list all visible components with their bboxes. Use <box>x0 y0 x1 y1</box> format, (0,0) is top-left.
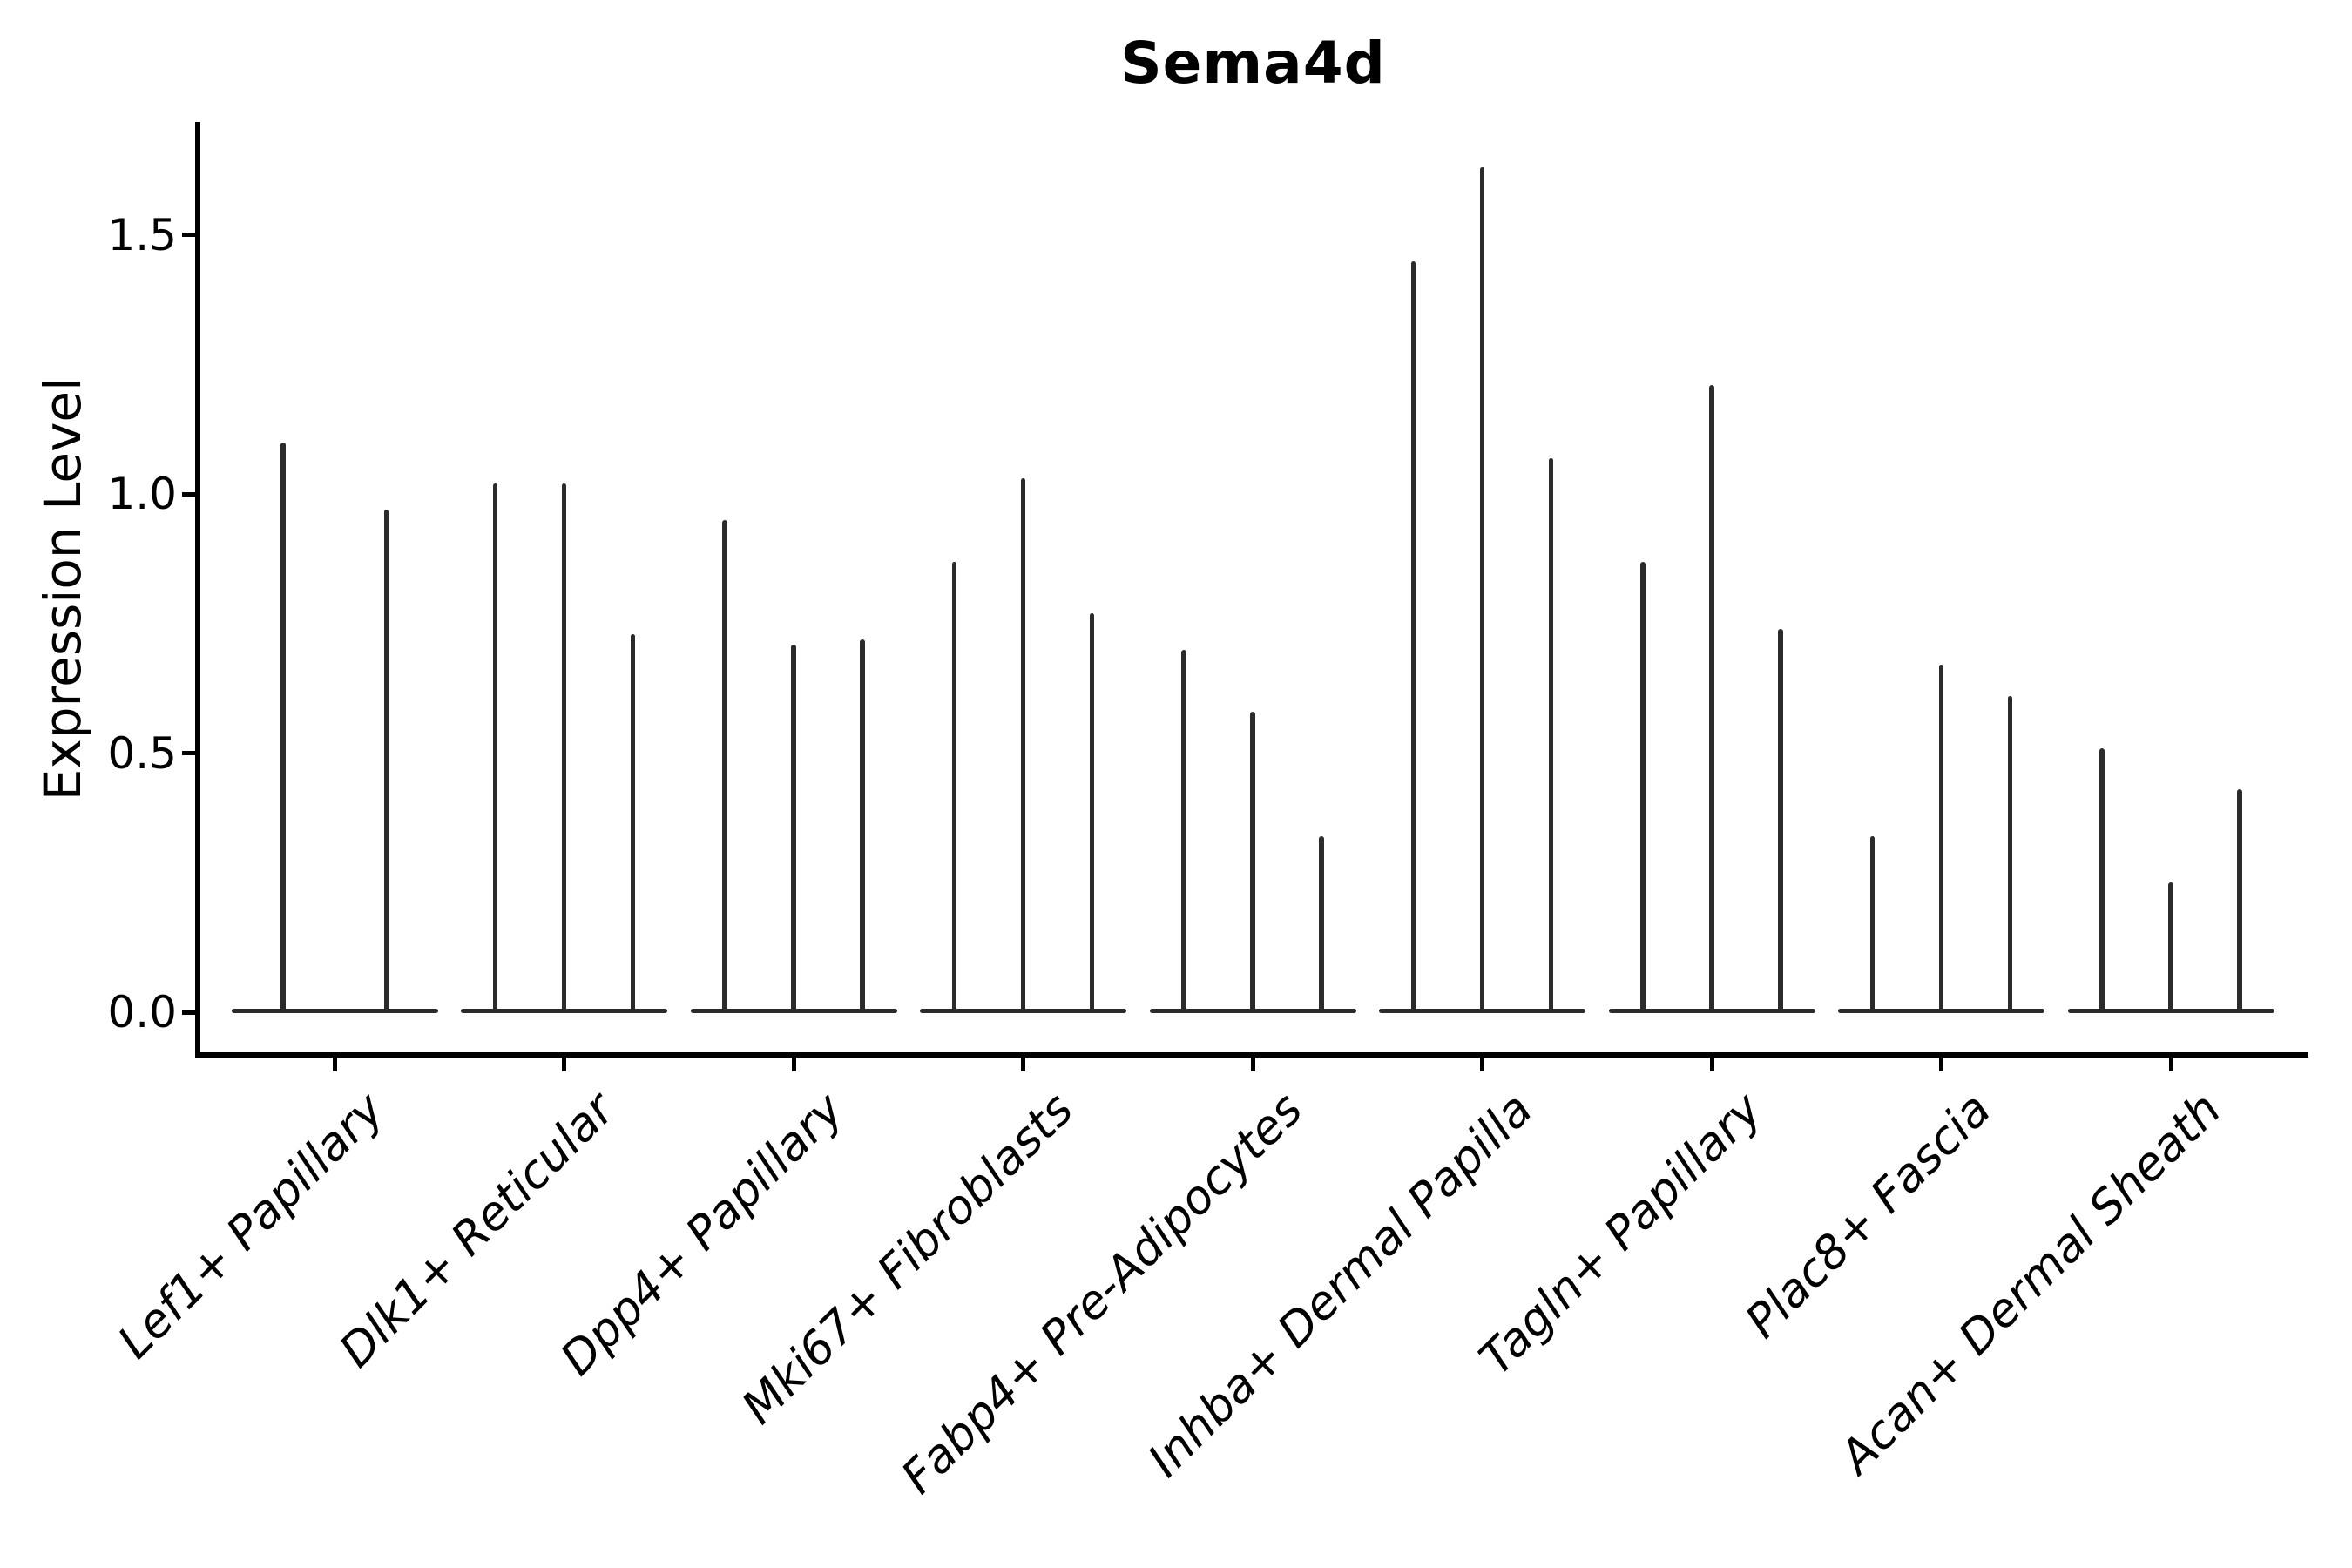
x-tick-label: Acan+ Dermal Sheath <box>1829 1083 2232 1484</box>
violin-needle <box>561 483 567 1013</box>
violin-needle <box>1548 457 1554 1013</box>
y-tick-mark <box>182 751 196 756</box>
y-axis-title: Expression Level <box>33 376 92 801</box>
y-tick-mark <box>182 1010 196 1015</box>
violin-needle <box>1250 712 1255 1013</box>
x-tick-mark <box>1709 1058 1714 1071</box>
violin-needle <box>1479 167 1485 1013</box>
x-tick-label: Plac8+ Fascia <box>1735 1083 2002 1348</box>
violin-needle <box>2007 696 2013 1013</box>
y-tick-label: 1.0 <box>107 469 177 520</box>
violin-needle <box>383 510 389 1013</box>
y-tick-mark <box>182 491 196 497</box>
violin-needle <box>791 644 796 1013</box>
violin-needle <box>492 483 498 1013</box>
x-tick-mark <box>332 1058 337 1071</box>
x-tick-mark <box>1021 1058 1025 1071</box>
violin-needle <box>1640 561 1646 1013</box>
x-tick-mark <box>1480 1058 1484 1071</box>
x-tick-mark <box>1939 1058 1943 1071</box>
violin-needle <box>2099 747 2105 1013</box>
violin-needle <box>722 519 727 1013</box>
violin-needle <box>1869 835 1876 1013</box>
x-tick-label: Fabp4+ Pre-Adipocytes <box>891 1083 1314 1504</box>
y-tick-label: 1.5 <box>107 209 177 260</box>
x-tick-label: Inhba+ Dermal Papilla <box>1138 1083 1543 1488</box>
violin-needle <box>860 639 865 1013</box>
violin-needle <box>1020 478 1026 1013</box>
x-tick-mark <box>1250 1058 1255 1071</box>
x-tick-mark <box>2168 1058 2173 1071</box>
violin-needle <box>1938 665 1944 1013</box>
violin-needle <box>2168 882 2173 1013</box>
y-tick-label: 0.0 <box>107 987 177 1037</box>
violin-needle <box>951 561 957 1013</box>
violin-needle <box>1410 260 1416 1013</box>
violin-needle <box>1709 385 1714 1013</box>
violin-needle <box>280 442 286 1013</box>
violin-baseline <box>231 1009 438 1013</box>
violin-needle <box>1319 835 1324 1013</box>
y-tick-label: 0.5 <box>107 727 177 779</box>
x-axis-spine <box>195 1052 2308 1058</box>
y-tick-mark <box>182 233 196 238</box>
x-tick-mark <box>791 1058 796 1071</box>
violin-needle <box>630 633 636 1013</box>
violin-needle <box>1089 613 1095 1013</box>
violin-needle <box>1778 628 1783 1013</box>
x-tick-mark <box>562 1058 566 1071</box>
violin-needle <box>2237 789 2242 1013</box>
y-axis-spine <box>195 122 200 1058</box>
chart-title: Sema4d <box>1120 30 1386 97</box>
violin-needle <box>1181 649 1186 1013</box>
